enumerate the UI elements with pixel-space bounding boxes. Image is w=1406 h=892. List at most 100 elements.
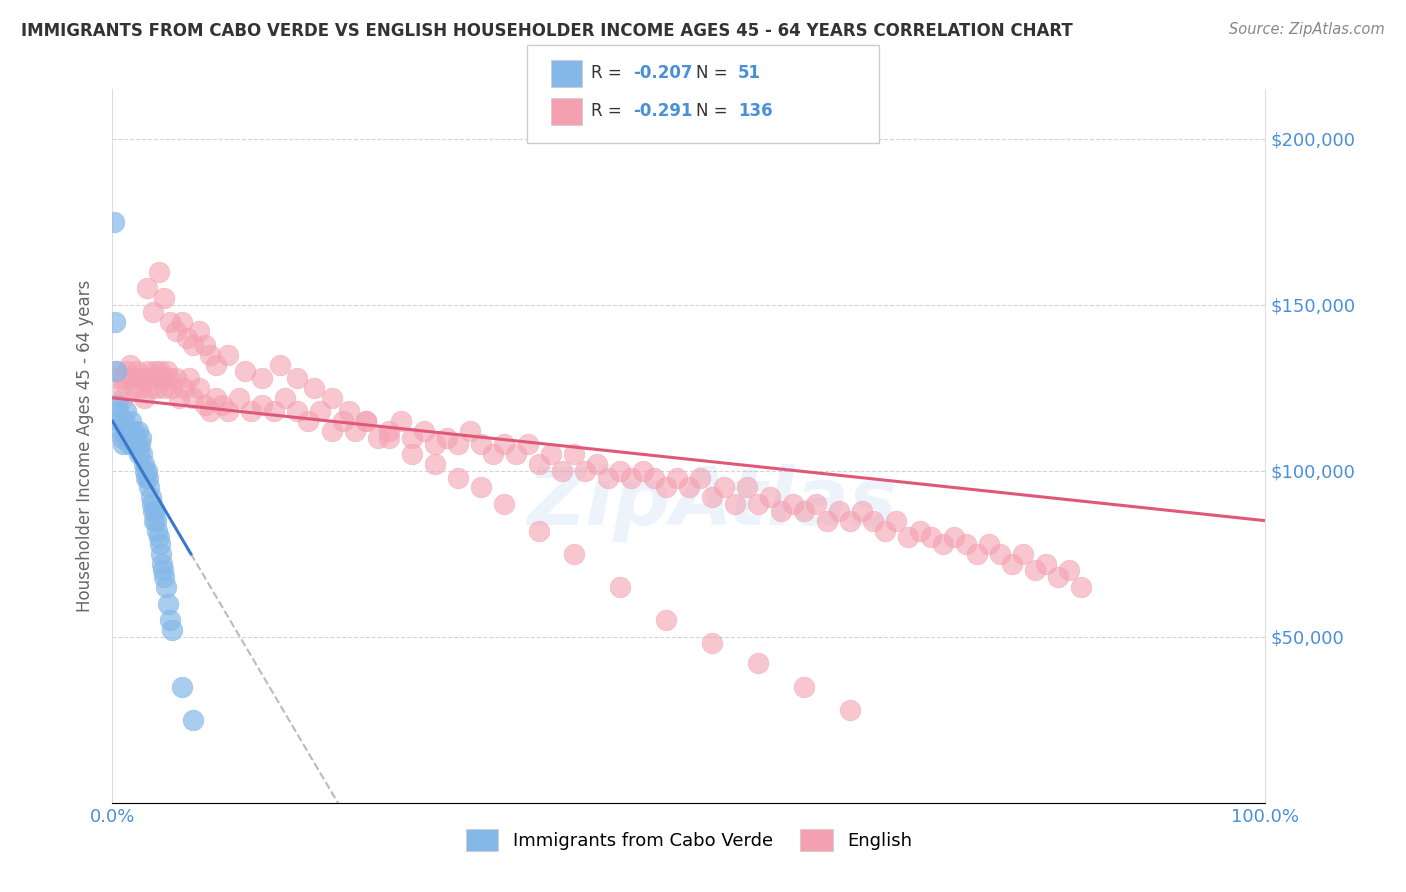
Point	[425, 457, 447, 471]
Point	[873, 524, 896, 538]
Point	[153, 570, 176, 584]
Point	[551, 464, 574, 478]
Point	[111, 431, 134, 445]
Text: N =: N =	[696, 64, 733, 82]
Point	[367, 431, 389, 445]
Text: R =: R =	[591, 103, 627, 120]
Point	[138, 481, 160, 495]
Point	[107, 404, 129, 418]
Point	[114, 424, 136, 438]
Point	[114, 371, 136, 385]
Point	[955, 537, 977, 551]
Text: ZipAtlas: ZipAtlas	[527, 464, 897, 542]
Point	[828, 504, 851, 518]
Point	[908, 524, 931, 538]
Point	[700, 491, 723, 505]
Point	[886, 514, 908, 528]
Point	[321, 424, 343, 438]
Point	[132, 457, 155, 471]
Point	[447, 437, 470, 451]
Point	[609, 464, 631, 478]
Point	[141, 497, 163, 511]
Point	[966, 547, 988, 561]
Point	[131, 447, 153, 461]
Point	[747, 497, 769, 511]
Point	[121, 371, 143, 385]
Point	[135, 470, 157, 484]
Point	[655, 613, 678, 627]
Point	[125, 364, 148, 378]
Point	[239, 404, 262, 418]
Point	[177, 371, 200, 385]
Point	[458, 424, 481, 438]
Point	[482, 447, 505, 461]
Point	[155, 580, 177, 594]
Point	[181, 391, 204, 405]
Point	[897, 530, 920, 544]
Point	[103, 215, 125, 229]
Point	[321, 391, 343, 405]
Text: 136: 136	[738, 103, 773, 120]
Point	[562, 447, 585, 461]
Point	[354, 414, 377, 428]
Point	[165, 325, 187, 339]
Point	[127, 424, 149, 438]
Point	[162, 381, 184, 395]
Point	[343, 424, 366, 438]
Point	[851, 504, 873, 518]
Point	[121, 431, 143, 445]
Point	[108, 414, 131, 428]
Point	[117, 364, 139, 378]
Point	[527, 457, 550, 471]
Point	[943, 530, 966, 544]
Point	[655, 481, 678, 495]
Point	[150, 371, 173, 385]
Point	[337, 404, 360, 418]
Point	[122, 437, 145, 451]
Point	[146, 524, 169, 538]
Point	[115, 404, 138, 418]
Point	[354, 414, 377, 428]
Point	[988, 547, 1011, 561]
Point	[188, 381, 211, 395]
Point	[142, 304, 165, 318]
Point	[104, 364, 127, 378]
Point	[793, 504, 815, 518]
Point	[977, 537, 1000, 551]
Point	[146, 381, 169, 395]
Point	[233, 364, 256, 378]
Legend: Immigrants from Cabo Verde, English: Immigrants from Cabo Verde, English	[458, 822, 920, 858]
Point	[107, 371, 129, 385]
Text: N =: N =	[696, 103, 733, 120]
Point	[782, 497, 804, 511]
Point	[148, 530, 170, 544]
Point	[143, 514, 166, 528]
Point	[104, 364, 127, 378]
Point	[527, 524, 550, 538]
Point	[156, 597, 179, 611]
Point	[205, 358, 228, 372]
Point	[142, 371, 165, 385]
Point	[111, 437, 134, 451]
Point	[159, 314, 181, 328]
Point	[297, 414, 319, 428]
Point	[124, 431, 146, 445]
Point	[124, 381, 146, 395]
Text: 51: 51	[738, 64, 761, 82]
Point	[666, 470, 689, 484]
Point	[562, 547, 585, 561]
Point	[124, 424, 146, 438]
Text: -0.207: -0.207	[633, 64, 692, 82]
Point	[118, 358, 141, 372]
Point	[263, 404, 285, 418]
Point	[129, 381, 153, 395]
Point	[304, 381, 326, 395]
Point	[378, 424, 401, 438]
Point	[378, 431, 401, 445]
Point	[1046, 570, 1069, 584]
Point	[153, 381, 176, 395]
Point	[169, 391, 191, 405]
Point	[111, 391, 134, 405]
Point	[120, 414, 142, 428]
Point	[117, 431, 139, 445]
